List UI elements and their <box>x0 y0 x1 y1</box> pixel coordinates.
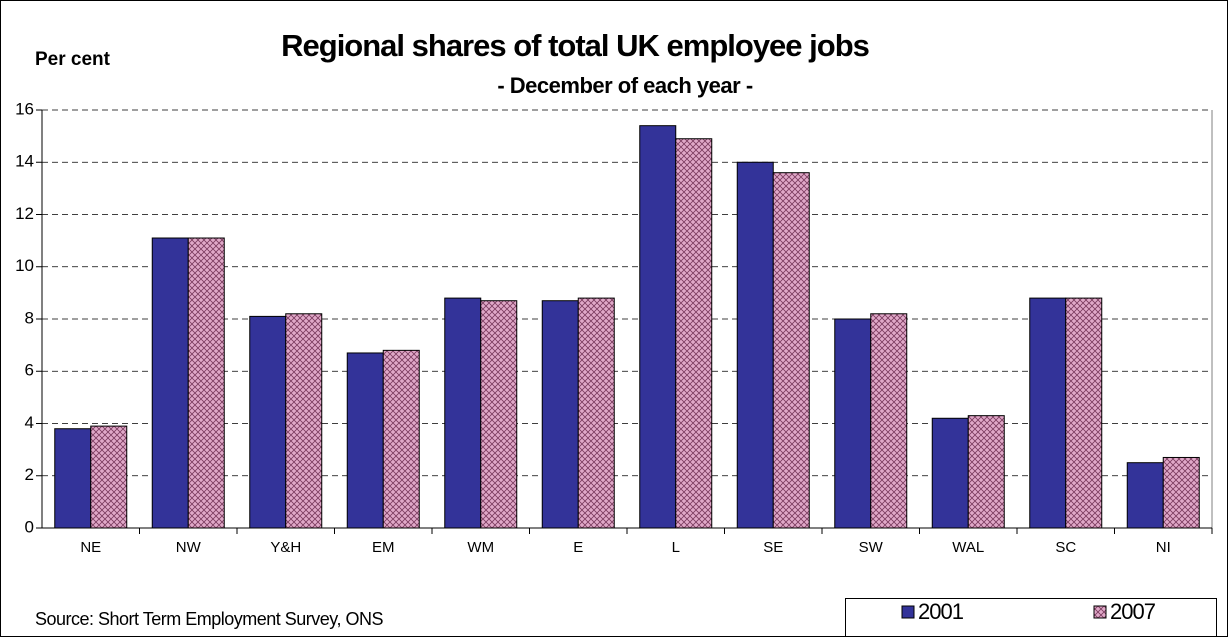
bar <box>1162 456 1200 529</box>
x-tick-label: NI <box>1156 539 1171 556</box>
x-tick-label: Y&H <box>270 539 301 556</box>
y-tick-label: 10 <box>15 256 34 275</box>
bar <box>1126 462 1164 529</box>
bar <box>639 125 677 529</box>
bar <box>249 315 287 529</box>
bar <box>931 417 969 529</box>
bar <box>90 425 128 529</box>
bar <box>480 300 518 529</box>
x-tick-label: NE <box>80 539 101 556</box>
bar <box>541 300 579 529</box>
x-tick-label: NW <box>176 539 202 556</box>
bar <box>54 428 92 529</box>
legend-swatch <box>901 605 915 619</box>
legend-box <box>845 598 1217 637</box>
bar <box>870 313 908 529</box>
y-tick-label: 4 <box>25 413 34 432</box>
x-tick-label: E <box>573 539 583 556</box>
x-tick-label: WAL <box>952 539 984 556</box>
y-tick-label: 12 <box>15 204 34 223</box>
x-tick-label: WM <box>467 539 494 556</box>
source-note: Source: Short Term Employment Survey, ON… <box>35 609 383 629</box>
bar <box>736 161 774 529</box>
bar <box>151 237 189 529</box>
bar <box>772 172 810 529</box>
x-tick-label: L <box>672 539 680 556</box>
bar <box>967 415 1005 529</box>
x-tick-label: EM <box>372 539 395 556</box>
y-tick-label: 0 <box>25 517 34 536</box>
y-tick-label: 16 <box>15 99 34 118</box>
y-tick-label: 8 <box>25 308 34 327</box>
y-tick-label: 6 <box>25 361 34 380</box>
bar <box>346 352 384 529</box>
y-tick-label: 14 <box>15 152 34 171</box>
x-tick-label: SC <box>1055 539 1076 556</box>
bar <box>444 297 482 529</box>
x-tick-label: SW <box>859 539 884 556</box>
legend-swatch <box>1093 605 1107 619</box>
bar <box>834 318 872 529</box>
y-axis-label: Per cent <box>35 49 111 70</box>
chart-title: Regional shares of total UK employee job… <box>281 28 869 63</box>
bar <box>187 237 225 529</box>
bar <box>1029 297 1067 529</box>
bar <box>285 313 323 529</box>
y-tick-label: 2 <box>25 465 34 484</box>
bar <box>675 138 713 529</box>
bar <box>1065 297 1103 529</box>
legend-label: 2007 <box>1110 599 1156 624</box>
x-tick-label: SE <box>763 539 783 556</box>
chart-subtitle: - December of each year - <box>497 73 752 98</box>
legend-label: 2001 <box>918 599 964 624</box>
bar <box>382 349 420 529</box>
bar <box>577 297 615 529</box>
